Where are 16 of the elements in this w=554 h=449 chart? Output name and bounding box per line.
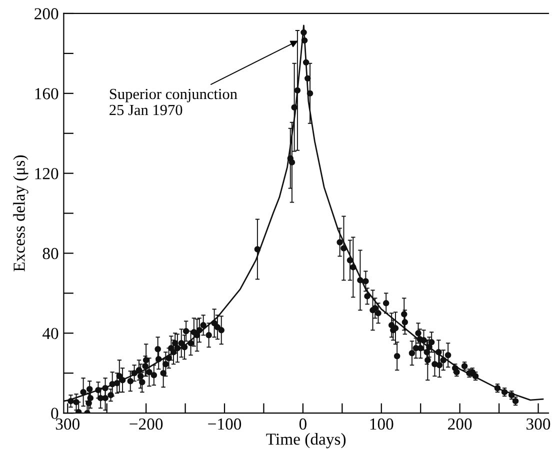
x-tick-label: 100 xyxy=(370,418,394,430)
x-tick-label: 0 xyxy=(299,418,306,430)
x-tick-label: 300 xyxy=(56,418,80,430)
x-tick-label: −100 xyxy=(208,418,242,430)
x-tick-label: 300 xyxy=(526,418,550,430)
annotation: Superior conjunction 25 Jan 1970 xyxy=(110,88,238,116)
y-tick-label: 160 xyxy=(35,88,58,100)
y-tick-label: 120 xyxy=(35,168,58,180)
y-tick-label: 200 xyxy=(34,8,58,20)
x-axis-title: Time (days) xyxy=(266,433,346,448)
y-tick-label: 0 xyxy=(51,408,58,420)
y-axis-title: Excess delay (μs) xyxy=(13,155,28,272)
y-tick-label: 40 xyxy=(42,328,58,340)
x-tick-label: −200 xyxy=(130,418,163,430)
y-tick-label: 80 xyxy=(42,248,58,260)
x-tick-label: 200 xyxy=(448,418,472,430)
